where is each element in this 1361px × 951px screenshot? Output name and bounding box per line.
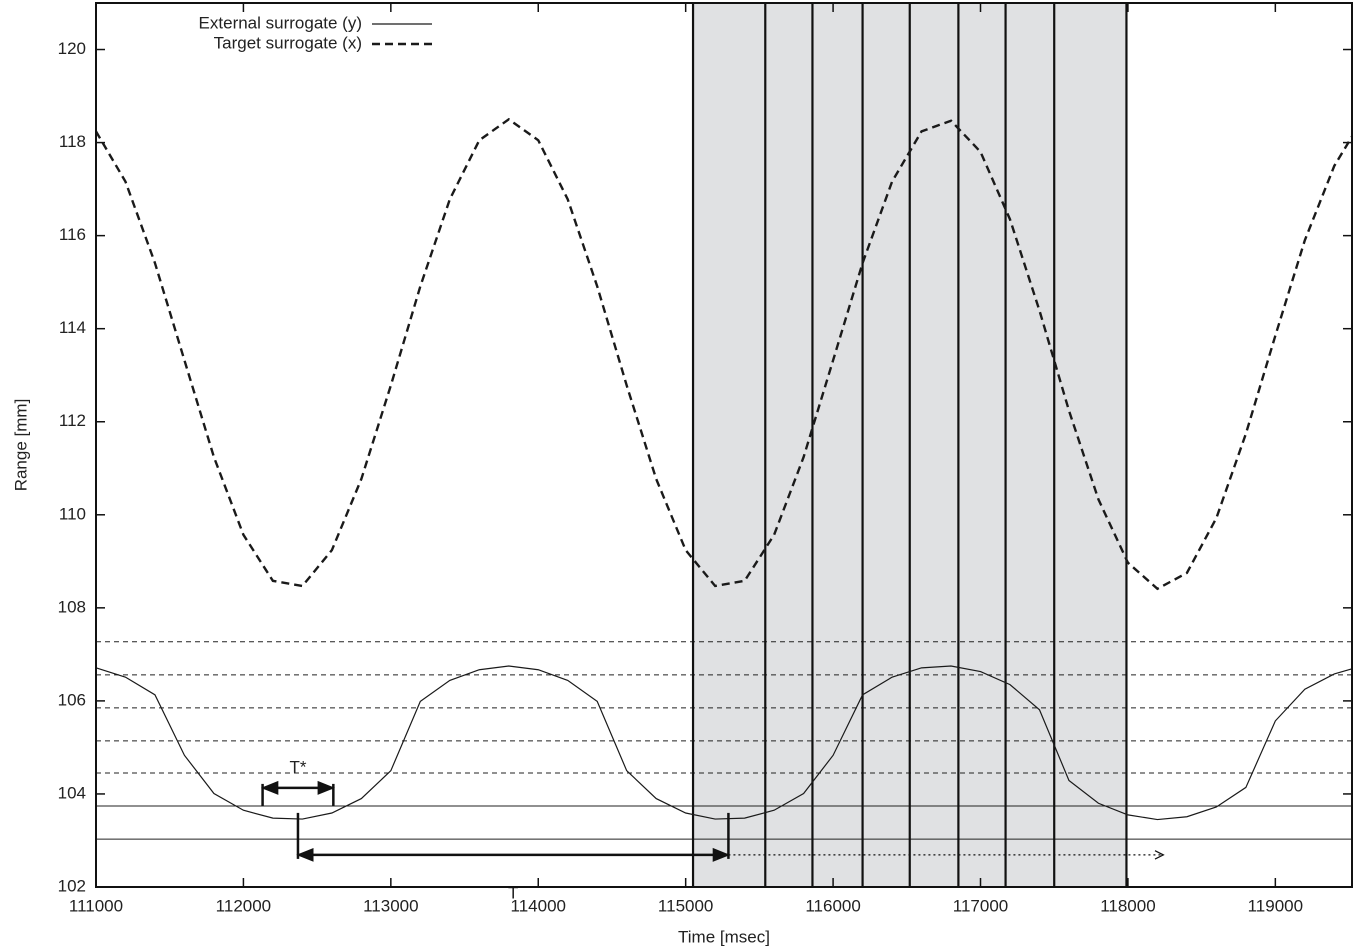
annotation-label: T bbox=[508, 883, 518, 902]
x-tick-label: 119000 bbox=[1248, 896, 1303, 915]
series-line bbox=[94, 117, 1354, 591]
x-tick-label: 117000 bbox=[953, 896, 1008, 915]
x-tick-label: 112000 bbox=[216, 896, 271, 915]
y-tick-label: 120 bbox=[58, 39, 86, 58]
plot-frame bbox=[95, 2, 1353, 888]
x-tick-label: 118000 bbox=[1100, 896, 1155, 915]
y-tick-label: 118 bbox=[59, 132, 86, 151]
legend-label: Target surrogate (x) bbox=[214, 33, 362, 52]
y-tick-label: 116 bbox=[59, 225, 86, 244]
y-tick-label: 108 bbox=[58, 597, 86, 616]
x-tick-label: 113000 bbox=[363, 896, 418, 915]
y-tick-label: 112 bbox=[59, 411, 86, 430]
y-tick-label: 106 bbox=[58, 690, 86, 709]
x-tick-label: 115000 bbox=[658, 896, 713, 915]
x-tick-label: 114000 bbox=[511, 896, 566, 915]
x-tick-label: 111000 bbox=[69, 896, 123, 915]
y-axis-label: Range [mm] bbox=[11, 399, 30, 492]
legend-label: External surrogate (y) bbox=[199, 13, 362, 32]
annotation-label: T* bbox=[289, 757, 306, 776]
y-tick-label: 114 bbox=[59, 318, 86, 337]
x-axis-label: Time [msec] bbox=[678, 927, 770, 946]
y-tick-label: 102 bbox=[58, 876, 86, 895]
series-line bbox=[95, 665, 1353, 821]
y-tick-label: 104 bbox=[58, 783, 86, 802]
x-tick-label: 116000 bbox=[805, 896, 860, 915]
y-tick-label: 110 bbox=[59, 504, 86, 523]
